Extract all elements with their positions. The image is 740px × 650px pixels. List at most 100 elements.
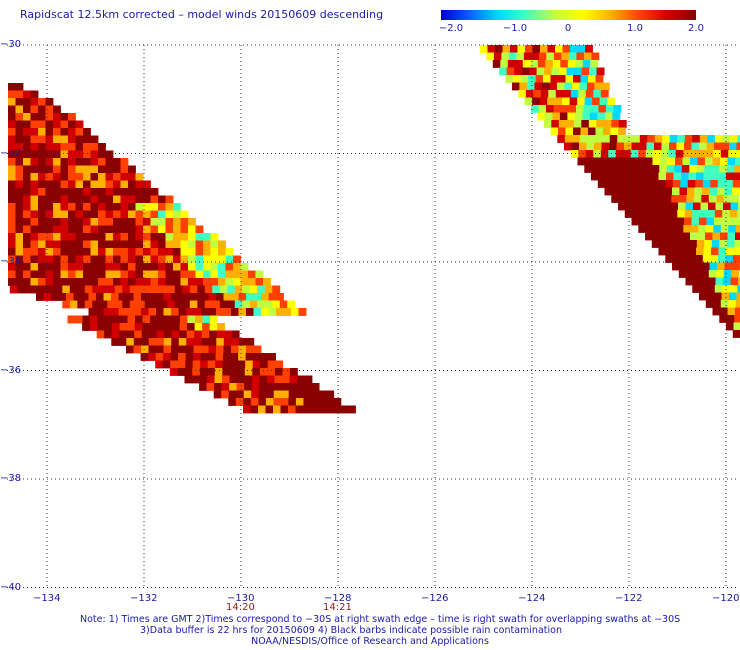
wind-diff-cell — [143, 180, 151, 189]
wind-diff-cell — [573, 75, 581, 83]
wind-diff-cell — [90, 135, 99, 144]
wind-diff-cell — [68, 135, 76, 144]
wind-diff-cell — [98, 225, 106, 234]
wind-diff-cell — [113, 188, 121, 196]
wind-diff-cell — [714, 135, 723, 143]
wind-diff-cell — [195, 255, 204, 264]
wind-diff-cell — [734, 315, 740, 323]
wind-diff-cell — [729, 292, 737, 301]
wind-diff-cell — [249, 285, 258, 294]
wind-diff-cell — [15, 210, 24, 219]
wind-diff-cell — [604, 187, 613, 196]
wind-diff-cell — [546, 52, 555, 61]
wind-diff-cell — [148, 293, 157, 301]
wind-diff-cell — [143, 248, 151, 256]
wind-diff-cell — [30, 128, 39, 136]
wind-diff-cell — [591, 52, 600, 61]
wind-diff-cell — [586, 142, 595, 151]
wind-diff-cell — [180, 278, 189, 286]
wind-diff-cell — [595, 75, 604, 83]
wind-diff-cell — [53, 188, 61, 196]
wind-diff-cell — [702, 187, 710, 196]
wind-diff-cell — [155, 360, 164, 369]
wind-diff-cell — [84, 300, 93, 309]
wind-diff-cell — [158, 218, 166, 226]
wind-diff-cell — [23, 240, 31, 249]
wind-diff-cell — [240, 278, 249, 286]
wind-diff-cell — [188, 255, 196, 264]
wind-diff-cell — [8, 98, 16, 106]
wind-diff-cell — [207, 360, 216, 369]
wind-diff-cell — [24, 285, 33, 294]
wind-diff-cell — [713, 150, 722, 158]
wind-diff-cell — [639, 210, 648, 218]
wind-diff-cell — [643, 172, 652, 181]
wind-diff-cell — [90, 218, 99, 226]
wind-diff-cell — [128, 270, 136, 279]
wind-diff-cell — [579, 82, 588, 91]
wind-diff-cell — [711, 240, 720, 248]
wind-diff-cell — [646, 142, 655, 151]
wind-diff-cell — [627, 187, 635, 196]
wind-diff-cell — [539, 97, 548, 106]
wind-diff-cell — [105, 315, 113, 324]
wind-diff-cell — [30, 105, 39, 114]
wind-diff-cell — [237, 375, 245, 384]
wind-diff-cell — [8, 128, 16, 136]
wind-diff-cell — [521, 67, 530, 76]
wind-diff-cell — [38, 233, 46, 241]
wind-diff-cell — [218, 248, 226, 256]
wind-diff-cell — [631, 142, 640, 151]
wind-diff-cell — [38, 240, 46, 249]
wind-diff-cell — [596, 120, 605, 128]
wind-diff-cell — [738, 277, 740, 286]
wind-diff-cell — [537, 60, 546, 68]
wind-diff-cell — [75, 240, 84, 249]
wind-diff-cell — [530, 60, 539, 68]
wind-diff-cell — [170, 353, 179, 361]
map-title: Rapidscat 12.5km corrected – model winds… — [20, 8, 384, 21]
wind-diff-cell — [574, 112, 583, 121]
wind-diff-cell — [263, 278, 271, 286]
wind-diff-cell — [612, 187, 620, 196]
wind-diff-cell — [618, 195, 627, 203]
wind-diff-cell — [735, 232, 740, 241]
wind-diff-cell — [289, 383, 297, 391]
wind-diff-cell — [690, 225, 699, 233]
wind-diff-cell — [538, 52, 547, 61]
wind-diff-cell — [135, 315, 143, 324]
wind-diff-cell — [717, 187, 725, 196]
wind-diff-cell — [214, 375, 223, 384]
wind-diff-cell — [210, 240, 219, 249]
wind-diff-cell — [684, 135, 693, 143]
wind-diff-cell — [666, 165, 675, 173]
wind-diff-cell — [544, 112, 553, 121]
wind-diff-cell — [721, 142, 730, 151]
wind-diff-cell — [621, 172, 629, 181]
wind-diff-cell — [45, 173, 54, 181]
wind-diff-cell — [267, 368, 276, 376]
wind-diff-cell — [540, 90, 549, 98]
wind-diff-cell — [148, 338, 157, 346]
wind-diff-cell — [83, 263, 91, 271]
wind-diff-cell — [195, 225, 204, 234]
wind-diff-cell — [615, 157, 623, 166]
wind-diff-cell — [723, 202, 731, 211]
wind-diff-cell — [143, 270, 151, 279]
wind-diff-cell — [45, 113, 54, 121]
longitude-label: −126 — [421, 593, 449, 604]
wind-diff-cell — [75, 203, 84, 211]
wind-diff-cell — [53, 128, 61, 136]
wind-diff-cell — [177, 360, 186, 369]
wind-diff-cell — [75, 278, 84, 286]
wind-diff-cell — [30, 225, 39, 234]
wind-diff-cell — [68, 240, 76, 249]
wind-diff-cell — [506, 67, 515, 76]
wind-diff-cell — [714, 285, 723, 293]
wind-diff-cell — [660, 225, 669, 233]
wind-diff-cell — [556, 82, 565, 91]
wind-diff-cell — [158, 270, 166, 279]
wind-diff-cell — [99, 300, 108, 309]
wind-diff-cell — [90, 240, 99, 249]
wind-diff-cell — [229, 383, 237, 391]
